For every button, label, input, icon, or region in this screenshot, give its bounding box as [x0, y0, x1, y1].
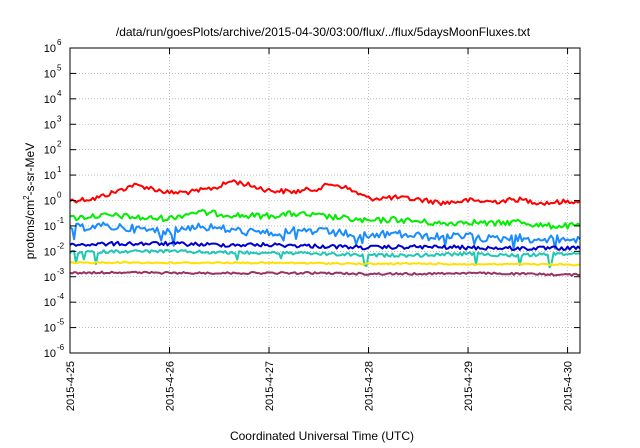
y-tick-label: 10 [44, 221, 56, 233]
series-line-5 [69, 260, 580, 267]
y-tick-exponent: 6 [57, 38, 62, 47]
y-tick-label: 10 [44, 246, 56, 258]
y-tick-exponent: 0 [57, 191, 62, 200]
y-tick-label: 10 [44, 145, 56, 157]
y-axis-label-superscript: 2 [22, 195, 31, 200]
y-tick-exponent: -5 [57, 318, 65, 327]
y-tick-label: 10 [44, 323, 56, 335]
series-line-2 [69, 221, 581, 251]
series-group [69, 179, 581, 277]
series-line-0 [69, 179, 581, 206]
y-tick-label: 10 [44, 170, 56, 182]
x-tick-label: 2015-4-25 [65, 361, 77, 411]
y-tick-label: 10 [44, 348, 56, 360]
y-tick-label: 10 [44, 297, 56, 309]
y-tick-exponent: -6 [57, 343, 65, 352]
y-tick-exponent: -2 [57, 241, 65, 250]
y-axis-label: protons/cm2-s-sr-MeV [22, 143, 37, 259]
y-axis-label-suffix: -s-sr-MeV [23, 143, 37, 196]
y-axis-label-prefix: protons/cm [23, 200, 37, 259]
x-tick-label: 2015-4-30 [563, 361, 575, 411]
series-line-4 [69, 248, 581, 269]
x-tick-label: 2015-4-26 [165, 361, 177, 411]
y-tick-exponent: -1 [57, 216, 65, 225]
x-tick-label: 2015-4-29 [463, 361, 475, 411]
x-tick-label: 2015-4-27 [264, 361, 276, 411]
chart-title: /data/run/goesPlots/archive/2015-04-30/0… [116, 25, 531, 39]
series-line-3 [69, 240, 581, 252]
y-tick-label: 10 [44, 68, 56, 80]
y-tick-label: 10 [44, 119, 56, 131]
y-tick-exponent: -4 [57, 292, 65, 301]
y-axis-ticks: 10-610-510-410-310-210-11001011021031041… [44, 38, 580, 360]
x-tick-label: 2015-4-28 [364, 361, 376, 411]
y-tick-exponent: -3 [57, 267, 65, 276]
y-tick-exponent: 4 [57, 89, 62, 98]
y-tick-label: 10 [44, 94, 56, 106]
y-tick-exponent: 1 [57, 165, 62, 174]
y-tick-label: 10 [44, 272, 56, 284]
series-line-6 [69, 270, 581, 277]
y-tick-label: 10 [44, 43, 56, 55]
y-tick-exponent: 3 [57, 114, 62, 123]
y-tick-label: 10 [44, 196, 56, 208]
series-line-1 [69, 208, 581, 230]
x-axis-label: Coordinated Universal Time (UTC) [230, 429, 414, 443]
y-tick-exponent: 5 [57, 63, 62, 72]
y-tick-exponent: 2 [57, 140, 62, 149]
x-axis-ticks: 2015-4-25 2015-4-26 2015-4-27 2015-4-28 2015… [65, 48, 575, 411]
